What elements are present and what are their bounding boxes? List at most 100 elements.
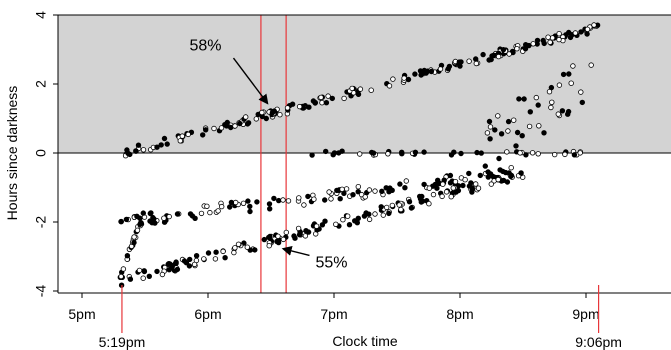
data-point-filled xyxy=(254,199,260,205)
data-point-filled xyxy=(123,216,130,223)
data-point-open xyxy=(280,236,287,243)
data-point-open xyxy=(341,95,347,102)
data-point-filled xyxy=(354,219,360,226)
data-point-open xyxy=(426,185,432,191)
data-point-filled xyxy=(131,239,137,246)
x-tick-label: 5pm xyxy=(68,306,95,322)
data-point-filled xyxy=(500,168,506,175)
data-point-filled xyxy=(355,188,361,195)
data-point-open xyxy=(548,104,554,111)
data-point-open xyxy=(556,36,562,43)
data-point-open xyxy=(511,117,517,123)
data-point-filled xyxy=(469,189,475,195)
data-point-filled xyxy=(303,227,309,234)
data-point-open xyxy=(179,133,185,139)
data-point-open xyxy=(390,76,396,82)
data-point-open xyxy=(266,242,272,249)
data-point-filled xyxy=(319,222,326,228)
data-point-filled xyxy=(405,76,412,83)
data-point-open xyxy=(296,103,303,110)
data-point-filled xyxy=(522,46,529,52)
data-point-filled xyxy=(500,47,507,53)
data-point-filled xyxy=(386,210,392,217)
data-point-filled xyxy=(486,118,493,125)
data-point-open xyxy=(177,138,183,144)
data-point-filled xyxy=(488,56,494,63)
data-point-open xyxy=(295,225,302,232)
data-point-filled xyxy=(346,221,353,228)
data-point-filled xyxy=(161,135,168,142)
data-point-filled xyxy=(134,213,140,219)
data-point-filled xyxy=(466,170,472,177)
data-point-filled xyxy=(276,197,282,204)
data-point-open xyxy=(204,203,210,209)
data-point-open xyxy=(495,113,501,119)
data-point-filled xyxy=(167,261,173,267)
data-point-open xyxy=(578,89,584,95)
data-point-filled xyxy=(432,181,438,188)
data-point-open xyxy=(584,26,591,32)
x-tick-label: 7pm xyxy=(320,306,347,322)
x-tick-label: 6pm xyxy=(194,306,221,322)
data-point-filled xyxy=(370,150,377,156)
data-point-open xyxy=(212,256,219,262)
data-point-filled xyxy=(406,198,413,205)
data-point-filled xyxy=(473,56,479,62)
data-point-open xyxy=(504,149,510,155)
data-point-open xyxy=(396,202,402,208)
data-point-open xyxy=(326,189,332,195)
data-point-filled xyxy=(141,268,148,275)
data-point-filled xyxy=(446,63,453,70)
data-point-open xyxy=(403,178,409,184)
data-point-filled xyxy=(125,150,131,157)
data-point-open xyxy=(386,83,393,89)
data-point-open xyxy=(484,130,491,136)
data-point-open xyxy=(340,216,346,223)
data-point-open xyxy=(362,194,368,200)
data-point-filled xyxy=(487,136,493,142)
data-point-filled xyxy=(355,91,362,97)
data-point-filled xyxy=(205,250,212,256)
data-point-filled xyxy=(521,96,527,102)
data-point-open xyxy=(218,203,225,210)
data-point-open xyxy=(495,53,502,60)
data-point-filled xyxy=(505,118,512,125)
data-point-filled xyxy=(174,266,181,273)
data-point-filled xyxy=(526,42,532,49)
data-point-open xyxy=(134,227,141,233)
data-point-filled xyxy=(447,172,454,179)
data-point-open xyxy=(218,125,225,131)
data-point-open xyxy=(398,206,404,213)
data-point-filled xyxy=(247,203,253,210)
data-point-open xyxy=(380,212,386,218)
data-point-filled xyxy=(379,188,385,194)
data-point-filled xyxy=(118,218,124,225)
data-point-filled xyxy=(418,72,424,78)
data-point-open xyxy=(443,189,450,195)
x-tick-label: 8pm xyxy=(446,306,473,322)
data-point-open xyxy=(328,196,334,202)
data-point-filled xyxy=(496,155,502,162)
marker-time-label: 9:06pm xyxy=(575,334,622,350)
marker-time-label: 5:19pm xyxy=(99,334,146,350)
data-point-filled xyxy=(417,193,423,200)
data-point-filled xyxy=(312,99,318,106)
data-point-open xyxy=(136,267,143,274)
data-point-filled xyxy=(566,71,572,77)
data-point-filled xyxy=(421,181,427,188)
data-point-filled xyxy=(482,163,488,169)
data-point-filled xyxy=(389,187,395,193)
data-point-filled xyxy=(516,96,522,102)
data-point-open xyxy=(333,221,339,227)
data-point-filled xyxy=(135,142,142,148)
data-point-filled xyxy=(491,52,497,58)
data-point-open xyxy=(220,248,226,255)
data-point-open xyxy=(426,200,432,207)
data-point-open xyxy=(372,211,378,217)
data-point-filled xyxy=(271,195,277,202)
data-point-filled xyxy=(428,68,435,75)
data-point-filled xyxy=(474,149,480,156)
data-point-filled xyxy=(226,204,233,210)
data-point-filled xyxy=(266,201,273,207)
data-point-filled xyxy=(399,149,405,155)
